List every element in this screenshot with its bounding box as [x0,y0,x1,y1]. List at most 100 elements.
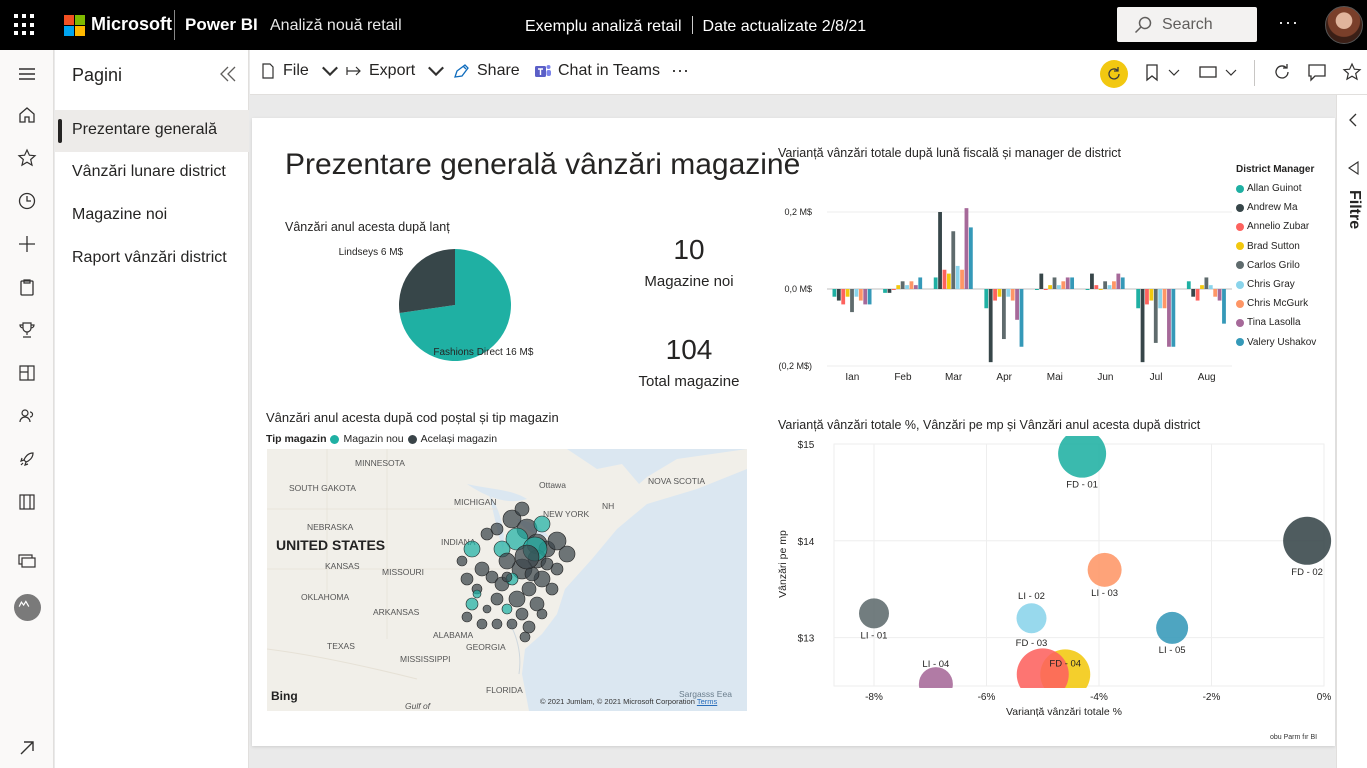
bar[interactable] [964,208,969,289]
page-item-overview[interactable]: Prezentare generală [55,110,249,152]
map-bubble[interactable] [472,589,482,599]
bar[interactable] [1120,277,1125,289]
bar[interactable] [1010,289,1015,301]
map-bubble[interactable] [502,509,522,529]
create-plus-icon[interactable] [17,234,37,254]
scatter-bubble[interactable] [859,598,889,629]
map-bubble[interactable] [506,618,518,630]
bar[interactable] [984,289,989,309]
app-launcher-icon[interactable] [14,14,36,36]
bar[interactable] [988,289,993,363]
bar[interactable] [938,212,942,289]
datasets-icon[interactable] [17,277,37,297]
map-bubble[interactable] [480,527,494,541]
bar[interactable] [863,289,868,305]
map-bubble[interactable] [501,571,513,583]
chevron-down-icon[interactable] [1168,62,1180,82]
legend-item[interactable]: Brad Sutton [1236,237,1316,256]
bar[interactable] [905,285,909,289]
favorites-star-icon[interactable] [17,148,37,168]
legend-item[interactable]: Carlos Grilo [1236,256,1316,275]
bar[interactable] [858,289,863,301]
reset-yellow-icon[interactable] [1100,60,1128,88]
map-bubble[interactable] [521,581,537,597]
bar[interactable] [1103,281,1108,289]
legend-item[interactable]: Chris McGurk [1236,294,1316,313]
store-map[interactable]: MINNESOTA SOUTH GAKOTA MICHIGAN NEBRASKA… [267,449,747,711]
comments-icon[interactable] [1307,62,1327,82]
apps-icon[interactable] [17,363,37,383]
bar[interactable] [1052,277,1057,289]
legend-item[interactable]: Chris Gray [1236,275,1316,294]
bar[interactable] [1195,289,1200,301]
bar[interactable] [1158,289,1163,309]
bar[interactable] [1107,285,1112,289]
share-button[interactable]: Share [453,62,520,80]
bar[interactable] [1043,289,1048,290]
bar[interactable] [883,289,887,293]
map-bubble[interactable] [545,582,559,596]
map-bubble[interactable] [490,592,504,606]
recent-clock-icon[interactable] [17,191,37,211]
map-bubble[interactable] [485,570,499,584]
bar[interactable] [1162,289,1167,309]
chat-in-teams-button[interactable]: Chat in Teams [534,62,660,80]
user-avatar[interactable] [1325,6,1363,44]
map-bubble[interactable] [514,544,540,570]
map-bubble[interactable] [456,555,468,567]
product-name[interactable]: Power BI [185,15,258,34]
chevron-left-icon[interactable] [1347,113,1359,127]
bar[interactable] [955,265,960,289]
bar[interactable] [1222,289,1226,324]
bar[interactable] [836,289,841,301]
bar[interactable] [1019,289,1024,347]
bar[interactable] [997,289,1002,297]
bar[interactable] [1006,289,1011,297]
bar[interactable] [1213,289,1218,297]
workspace-name[interactable]: Analiză nouă retail [270,17,402,34]
map-bubble[interactable] [461,611,473,623]
legend-item[interactable]: Andrew Ma [1236,198,1316,217]
map-bubble[interactable] [519,631,531,643]
legend-item[interactable]: Allan Guinot [1236,179,1316,198]
scatter-bubble[interactable] [918,667,953,701]
export-menu-button[interactable]: Export [345,62,445,80]
bar[interactable] [1191,289,1196,297]
map-bubble[interactable] [482,604,492,614]
bar[interactable] [1065,277,1070,289]
learn-rocket-icon[interactable] [17,449,37,469]
map-bubble[interactable] [536,608,548,620]
more-options-button[interactable]: ··· [671,60,689,80]
bar[interactable] [1217,289,1222,301]
map-bubble[interactable] [514,501,530,517]
bar[interactable] [1085,289,1090,290]
map-bubble[interactable] [501,603,513,615]
bar[interactable] [891,289,896,290]
bar[interactable] [1200,285,1204,289]
pie-chart[interactable]: Fashions Direct 16 M$ Lindseys 6 M$ [312,240,602,390]
bar[interactable] [913,285,918,289]
bar[interactable] [951,231,956,289]
map-legend-item[interactable]: Magazin nou [343,433,404,445]
bar[interactable] [1001,289,1006,340]
scatter-bubble[interactable] [1058,436,1107,478]
map-bubble[interactable] [491,618,503,630]
map-bubble[interactable] [550,562,564,576]
map-bubble[interactable] [498,552,516,570]
bar[interactable] [1057,285,1061,289]
bar[interactable] [854,289,859,297]
bar[interactable] [850,289,854,313]
map-bubble[interactable] [490,522,504,536]
bar[interactable] [896,285,901,289]
favorite-star-icon[interactable] [1342,62,1362,82]
filters-pane[interactable]: Filtre [1336,95,1367,768]
bar[interactable] [867,289,872,305]
workspace-avatar-icon[interactable] [14,594,41,621]
map-bubble[interactable] [474,561,490,577]
map-bubble[interactable] [463,540,481,558]
bar[interactable] [900,281,905,289]
map-bubble[interactable] [547,531,567,551]
map-bubble[interactable] [465,597,479,611]
map-bubble[interactable] [540,557,554,571]
bar[interactable] [1094,285,1099,289]
